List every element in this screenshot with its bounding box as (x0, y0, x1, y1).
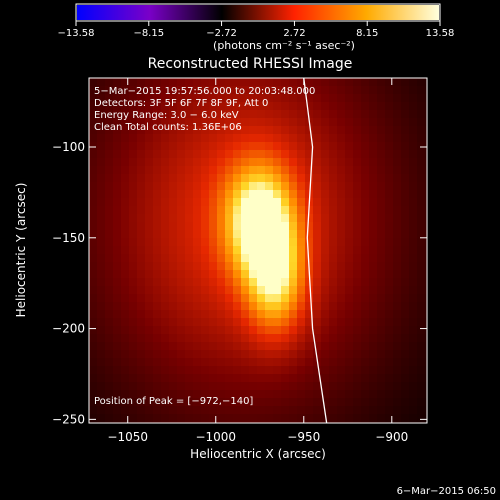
x-axis-label: Heliocentric X (arcsec) (190, 447, 326, 461)
observation-info: 5−Mar−2015 19:57:56.000 to 20:03:48.000 … (94, 86, 315, 133)
x-tick-label: −1050 (107, 430, 148, 444)
info-counts: Clean Total counts: 1.36E+06 (94, 122, 242, 133)
timestamp: 6−Mar−2015 06:50 (397, 486, 496, 497)
x-tick-label: −900 (375, 430, 408, 444)
colorbar-tick-label: −8.15 (133, 28, 164, 39)
x-tick-label: −1000 (195, 430, 236, 444)
colorbar-ticks: −13.58 −8.15 −2.72 2.72 8.15 13.58 (57, 21, 454, 39)
info-energy: Energy Range: 3.0 − 6.0 keV (94, 110, 239, 121)
x-tick-label: −950 (287, 430, 320, 444)
colorbar-tick-label: −2.72 (206, 28, 237, 39)
colorbar-tick-label: 8.15 (356, 28, 378, 39)
x-axis: −1050 −1000 −950 −900 (107, 78, 408, 444)
colorbar-tick-label: 13.58 (426, 28, 455, 39)
colorbar (75, 3, 441, 22)
colorbar-units: (photons cm⁻² s⁻¹ asec⁻²) (213, 39, 355, 52)
y-axis: −100 −150 −200 −250 (52, 140, 427, 426)
heatmap-image (89, 78, 427, 423)
solar-limb-curve (303, 77, 328, 424)
chart-title: Reconstructed RHESSI Image (148, 56, 353, 72)
info-detectors: Detectors: 3F 5F 6F 7F 8F 9F, Att 0 (94, 98, 268, 109)
colorbar-tick-label: 2.72 (283, 28, 305, 39)
y-tick-label: −100 (52, 140, 85, 154)
y-tick-label: −150 (52, 231, 85, 245)
y-tick-label: −200 (52, 322, 85, 336)
colorbar-tick-label: −13.58 (57, 28, 94, 39)
plot-frame (88, 77, 428, 424)
peak-position: Position of Peak = [−972,−140] (94, 396, 253, 407)
y-tick-label: −250 (52, 412, 85, 426)
colorbar-gradient (77, 5, 439, 20)
info-time: 5−Mar−2015 19:57:56.000 to 20:03:48.000 (94, 86, 315, 97)
y-axis-label: Heliocentric Y (arcsec) (14, 183, 28, 318)
